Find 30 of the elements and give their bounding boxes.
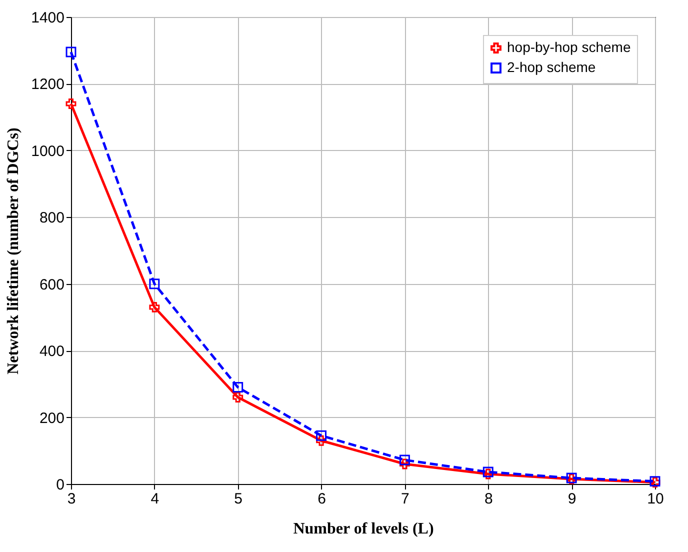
y-tick-label: 1400 — [31, 10, 64, 26]
point — [66, 46, 76, 58]
y-tick-label: 1000 — [31, 142, 64, 160]
legend-label: hop-by-hop scheme — [507, 39, 631, 55]
x-tick-label: 7 — [401, 490, 410, 508]
x-tick-label: 6 — [318, 490, 326, 508]
point — [316, 430, 327, 441]
x-tick-label: 3 — [67, 490, 76, 508]
y-tick-label: 600 — [39, 276, 64, 294]
x-axis-title: Number of levels (L) — [293, 520, 434, 538]
y-tick-label: 200 — [39, 410, 64, 427]
point — [232, 382, 244, 392]
point — [399, 454, 410, 466]
point — [232, 392, 244, 402]
y-tick-label: 0 — [56, 476, 64, 494]
y-tick-label: 400 — [39, 343, 64, 360]
x-tick-label: 9 — [568, 490, 576, 508]
point — [316, 435, 327, 446]
x-tick-label: 5 — [234, 490, 243, 508]
point — [149, 278, 160, 290]
legend-label: 2-hop scheme — [507, 59, 596, 75]
y-tick-label: 1200 — [31, 76, 64, 94]
y-tick-label: 800 — [39, 210, 64, 227]
point — [399, 458, 410, 470]
x-tick-label: 4 — [150, 490, 160, 508]
x-tick-label: 10 — [647, 490, 664, 508]
point — [149, 302, 160, 312]
point — [66, 98, 76, 109]
x-tick-label: 8 — [484, 490, 493, 508]
y-axis-title: Network lifetime (number of DGCs) — [5, 128, 22, 374]
